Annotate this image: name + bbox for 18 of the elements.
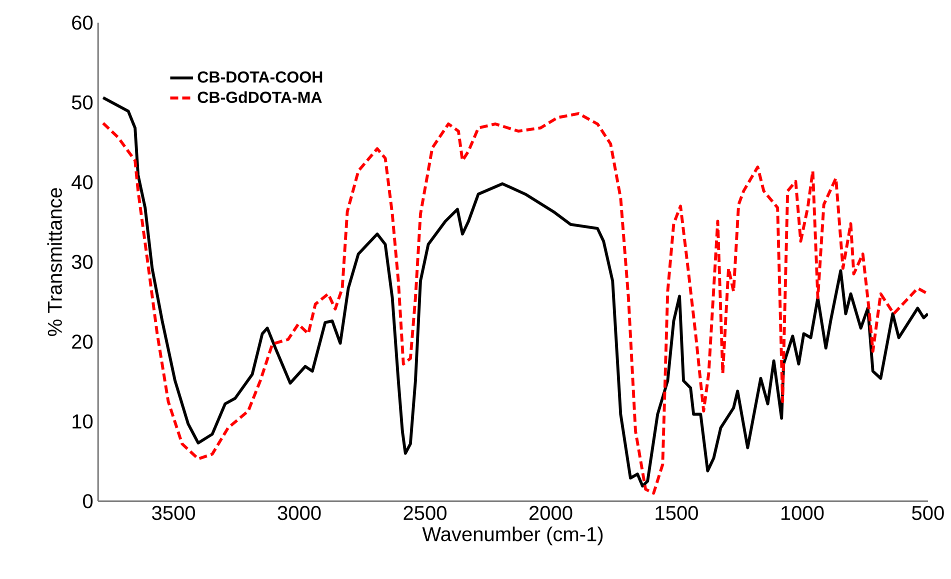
y-tick-label: 50 <box>72 96 93 110</box>
y-tick-label: 40 <box>72 175 93 190</box>
x-tick-label: 500 <box>912 506 944 520</box>
legend-label: CB-DOTA-COOH <box>198 72 322 83</box>
legend-label: CB-GdDOTA-MA <box>198 91 322 104</box>
x-tick-label: 2500 <box>404 506 446 520</box>
y-axis-title: % Transmittance <box>47 188 62 336</box>
x-tick-label: 2000 <box>529 506 572 520</box>
y-tick-label: 20 <box>72 334 93 349</box>
x-axis-title: Wavenumber (cm-1) <box>422 526 603 546</box>
x-tick-label: 3000 <box>278 506 321 520</box>
x-tick-label: 3500 <box>152 506 196 520</box>
x-tick-label: 1500 <box>656 506 698 520</box>
y-tick-label: 0 <box>83 494 93 508</box>
y-tick-label: 30 <box>72 255 93 270</box>
y-tick-label: 10 <box>72 414 93 429</box>
y-tick-label: 60 <box>72 16 93 30</box>
x-tick-label: 1000 <box>781 506 824 520</box>
